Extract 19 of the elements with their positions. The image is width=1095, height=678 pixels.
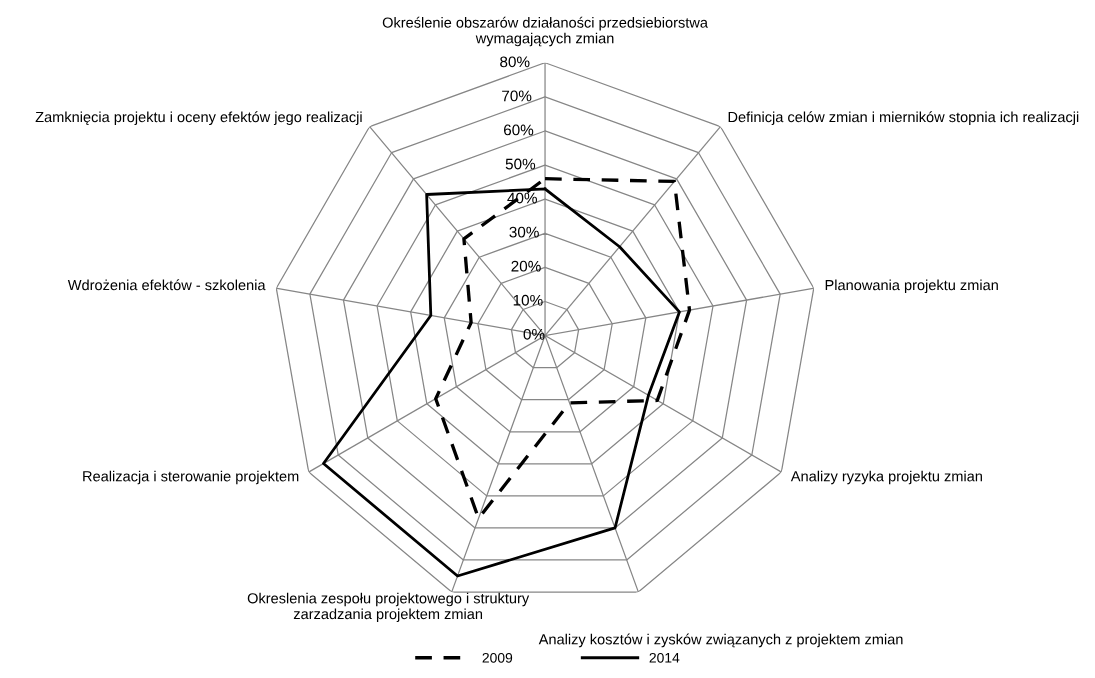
- spoke-label: Zamknięcia projektu i oceny efektów jego realizacji: [35, 111, 362, 126]
- spoke-label: Analizy kosztów i zysków związanych z projektem zmian: [538, 633, 903, 648]
- y-tick-label: 60%: [503, 124, 534, 136]
- legend-label: 2014: [649, 652, 680, 663]
- spoke-label: Realizacja i sterowanie projektem: [83, 470, 299, 485]
- y-tick-label: 0%: [523, 328, 545, 340]
- spoke-label: Definicja celów zmian i mierników stopnia ich realizacji: [728, 111, 1079, 126]
- y-tick-label: 20%: [511, 260, 541, 272]
- spoke-label: Okreslenia zespołu projektowego i struktury zarzadzania projektem zmian: [247, 592, 530, 623]
- y-tick-label: 30%: [509, 226, 539, 238]
- spoke-label: Planowania projektu zmian: [825, 279, 998, 294]
- spoke-label: Wdrożenia efektów - szkolenia: [67, 279, 266, 291]
- y-tick-label: 80%: [500, 56, 530, 68]
- spoke-label: Określenie obszarów działaności przedsiebiorstwa wymagających zmian: [382, 16, 708, 47]
- spoke-label: Analizy ryzyka projektu zmian: [790, 470, 982, 485]
- y-tick-label: 70%: [502, 90, 532, 102]
- legend-label: 2009: [482, 652, 513, 663]
- y-tick-label: 50%: [505, 158, 536, 170]
- y-tick-label: 10%: [513, 294, 543, 306]
